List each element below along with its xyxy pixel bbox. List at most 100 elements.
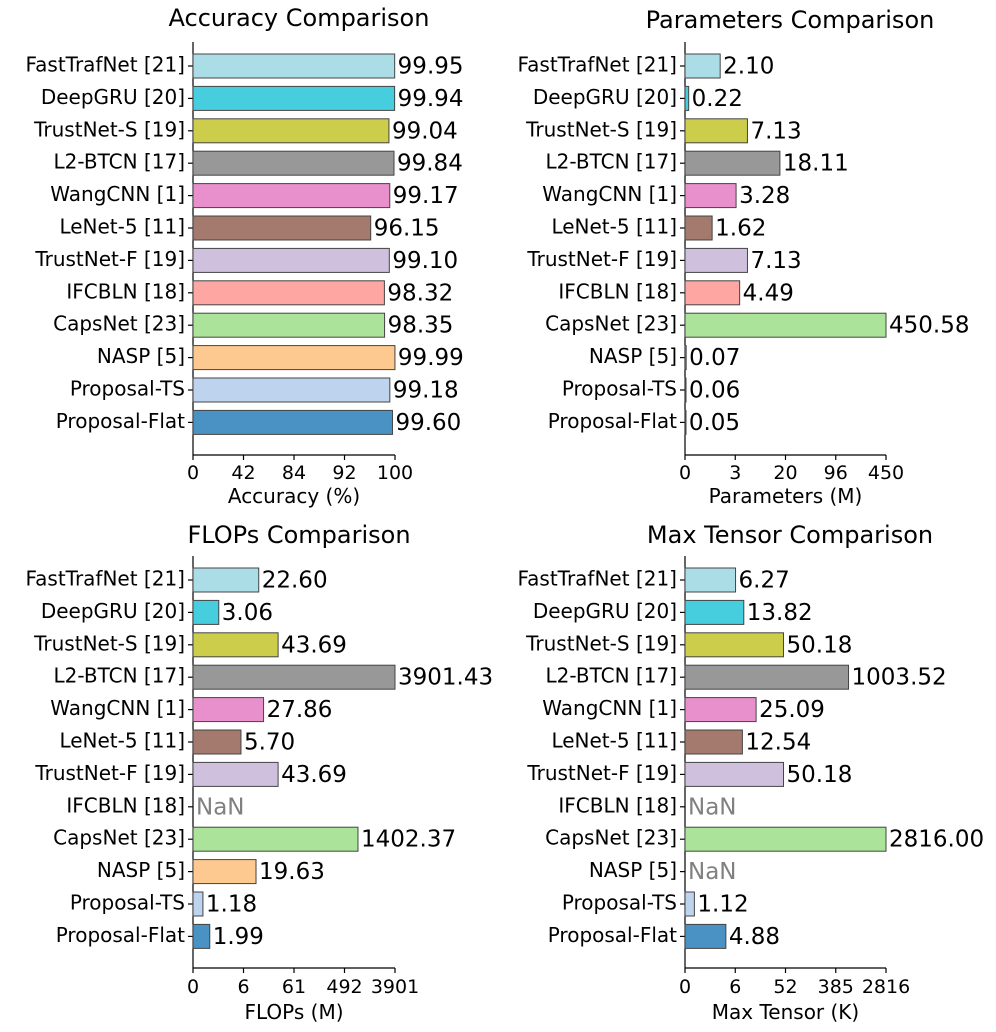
bar xyxy=(684,247,748,273)
value-label: 99.94 xyxy=(398,86,464,112)
category-label: TrustNet-F [19] xyxy=(526,761,677,785)
bar xyxy=(684,183,737,209)
category-label: NASP [5] xyxy=(589,858,677,882)
bar xyxy=(192,377,391,403)
category-label: CapsNet [23] xyxy=(53,826,185,850)
category-label: L2-BTCN [17] xyxy=(546,664,677,688)
value-label: 1003.52 xyxy=(852,665,947,691)
value-label: 50.18 xyxy=(787,762,853,788)
category-label: Proposal-Flat xyxy=(56,923,185,947)
category-label: LeNet-5 [11] xyxy=(551,215,677,239)
category-label: IFCBLN [18] xyxy=(558,279,677,303)
x-tick-label: 385 xyxy=(818,976,854,998)
bar xyxy=(684,409,687,435)
value-label: 7.13 xyxy=(750,248,801,274)
value-label: 98.32 xyxy=(387,280,453,306)
category-label: DeepGRU [20] xyxy=(41,85,185,109)
bar xyxy=(192,599,220,625)
category-label: TrustNet-S [19] xyxy=(525,117,677,141)
x-tick-label: 0 xyxy=(679,462,691,484)
value-label: 450.58 xyxy=(889,313,969,339)
bar xyxy=(684,215,713,241)
chart-title: Max Tensor Comparison xyxy=(647,521,933,549)
value-label: 1402.37 xyxy=(361,827,456,853)
x-tick-label: 61 xyxy=(282,976,306,998)
category-label: DeepGRU [20] xyxy=(533,599,677,623)
category-label: NASP [5] xyxy=(589,344,677,368)
value-label: 1.62 xyxy=(715,216,766,242)
bar xyxy=(684,632,785,658)
x-tick-label: 2816 xyxy=(862,976,910,998)
category-label: Proposal-TS xyxy=(70,891,185,915)
value-label: 4.88 xyxy=(729,924,780,950)
nan-label: NaN xyxy=(688,859,737,885)
value-label: 0.05 xyxy=(689,410,740,436)
category-label: Proposal-Flat xyxy=(548,409,677,433)
value-label: 25.09 xyxy=(759,697,825,723)
category-label: CapsNet [23] xyxy=(545,312,677,336)
category-label: TrustNet-F [19] xyxy=(34,761,185,785)
x-tick-label: 20 xyxy=(773,462,797,484)
panel-parameters: Parameters Comparison Parameters (M) 0 3 2… xyxy=(517,6,969,508)
bar xyxy=(192,567,260,593)
category-label: NASP [5] xyxy=(97,858,185,882)
value-label: 22.60 xyxy=(262,568,328,594)
bar xyxy=(684,280,741,306)
x-axis-label: Max Tensor (K) xyxy=(712,1000,859,1024)
bar xyxy=(684,826,887,852)
category-label: TrustNet-F [19] xyxy=(34,247,185,271)
bar xyxy=(684,312,887,338)
bar xyxy=(192,312,386,338)
x-tick-label: 84 xyxy=(282,462,306,484)
bar xyxy=(192,891,204,917)
value-label: 6.27 xyxy=(739,568,790,594)
category-label: L2-BTCN [17] xyxy=(54,150,185,174)
category-label: L2-BTCN [17] xyxy=(546,150,677,174)
category-label: WangCNN [1] xyxy=(542,182,677,206)
value-label: 4.49 xyxy=(743,280,794,306)
category-label: Proposal-TS xyxy=(562,891,677,915)
x-tick-label: 6 xyxy=(237,976,249,998)
bar xyxy=(684,377,687,403)
x-tick-label: 3 xyxy=(729,462,741,484)
value-label: 1.12 xyxy=(697,892,748,918)
value-label: 99.04 xyxy=(392,118,458,144)
panel-flops: FLOPs Comparison FLOPs (M) 0 6 61 492 3901 Fa… xyxy=(25,521,493,1024)
bar xyxy=(192,345,396,371)
category-label: FastTrafNet [21] xyxy=(517,53,677,77)
bar xyxy=(192,664,396,690)
bar xyxy=(684,729,743,755)
category-label: LeNet-5 [11] xyxy=(59,215,185,239)
value-label: 43.69 xyxy=(281,762,347,788)
value-label: 99.84 xyxy=(397,151,463,177)
bar xyxy=(684,664,850,690)
bar xyxy=(192,85,396,111)
bar xyxy=(684,923,727,949)
bar xyxy=(684,697,757,723)
value-label: 99.18 xyxy=(393,378,459,404)
bar xyxy=(684,150,781,176)
category-label: TrustNet-S [19] xyxy=(33,117,185,141)
bar xyxy=(192,826,359,852)
value-label: 99.95 xyxy=(398,54,464,80)
category-label: TrustNet-S [19] xyxy=(525,631,677,655)
value-label: 43.69 xyxy=(281,632,347,658)
value-label: 3.06 xyxy=(222,600,273,626)
value-label: 13.82 xyxy=(747,600,813,626)
bar xyxy=(192,729,242,755)
category-label: NASP [5] xyxy=(97,344,185,368)
category-label: FastTrafNet [21] xyxy=(517,567,677,591)
value-label: 99.17 xyxy=(393,183,459,209)
value-label: 1.18 xyxy=(206,892,257,918)
category-label: Proposal-TS xyxy=(562,377,677,401)
value-label: 98.35 xyxy=(388,313,454,339)
x-tick-label: 92 xyxy=(332,462,356,484)
bar xyxy=(684,85,690,111)
category-label: IFCBLN [18] xyxy=(66,793,185,817)
value-label: 0.06 xyxy=(689,378,740,404)
category-label: CapsNet [23] xyxy=(545,826,677,850)
category-label: WangCNN [1] xyxy=(50,696,185,720)
bar xyxy=(192,280,385,306)
value-label: 99.10 xyxy=(392,248,458,274)
panel-accuracy: Accuracy Comparison Accuracy (%) 0 42 84 92… xyxy=(25,4,463,508)
